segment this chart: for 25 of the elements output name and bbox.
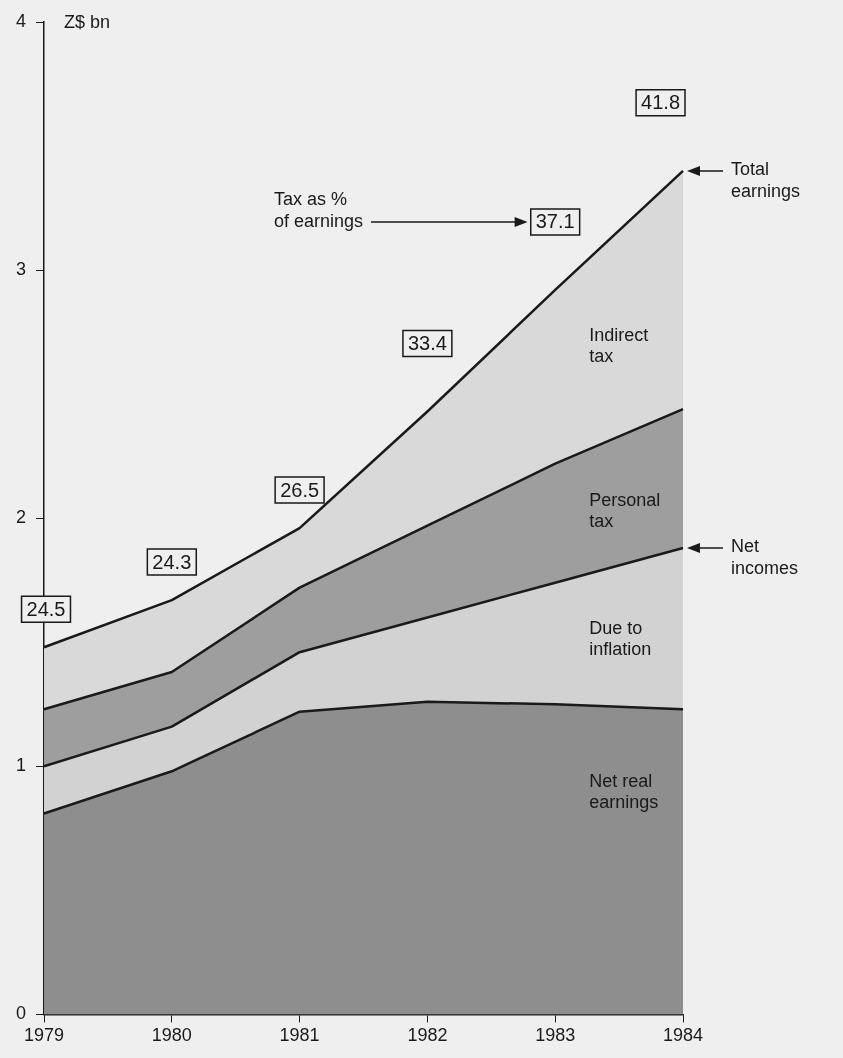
annotation: 33.4 [407, 332, 447, 355]
series-label: Indirect tax [589, 325, 649, 367]
y-tick-label: 1 [16, 755, 27, 776]
y-tick-label: 4 [16, 10, 27, 31]
x-tick-label: 1979 [23, 1025, 65, 1046]
y-tick-label: 0 [16, 1003, 27, 1024]
x-tick-label: 1984 [662, 1025, 704, 1046]
annotation: 26.5 [280, 478, 320, 501]
y-tick-label: 2 [16, 507, 27, 528]
y-axis-title: Z$ bn [64, 11, 111, 32]
series-label: Personal tax [589, 490, 661, 532]
annotation: 24.3 [152, 550, 192, 573]
annotation: 37.1 [535, 210, 575, 233]
series-label: Due to inflation [589, 618, 652, 660]
annotation: Net incomes [731, 535, 799, 578]
x-tick-label: 1983 [535, 1025, 576, 1046]
x-tick-label: 1982 [407, 1025, 448, 1046]
annotation: Total earnings [731, 158, 801, 201]
y-tick-label: 3 [16, 259, 27, 280]
x-tick-label: 1980 [151, 1025, 192, 1046]
annotation: Tax as % of earnings [274, 188, 364, 231]
series-label: Net real earnings [589, 770, 659, 812]
x-tick-label: 1981 [279, 1025, 320, 1046]
annotation: 41.8 [641, 91, 681, 114]
annotation: 24.5 [26, 597, 66, 620]
